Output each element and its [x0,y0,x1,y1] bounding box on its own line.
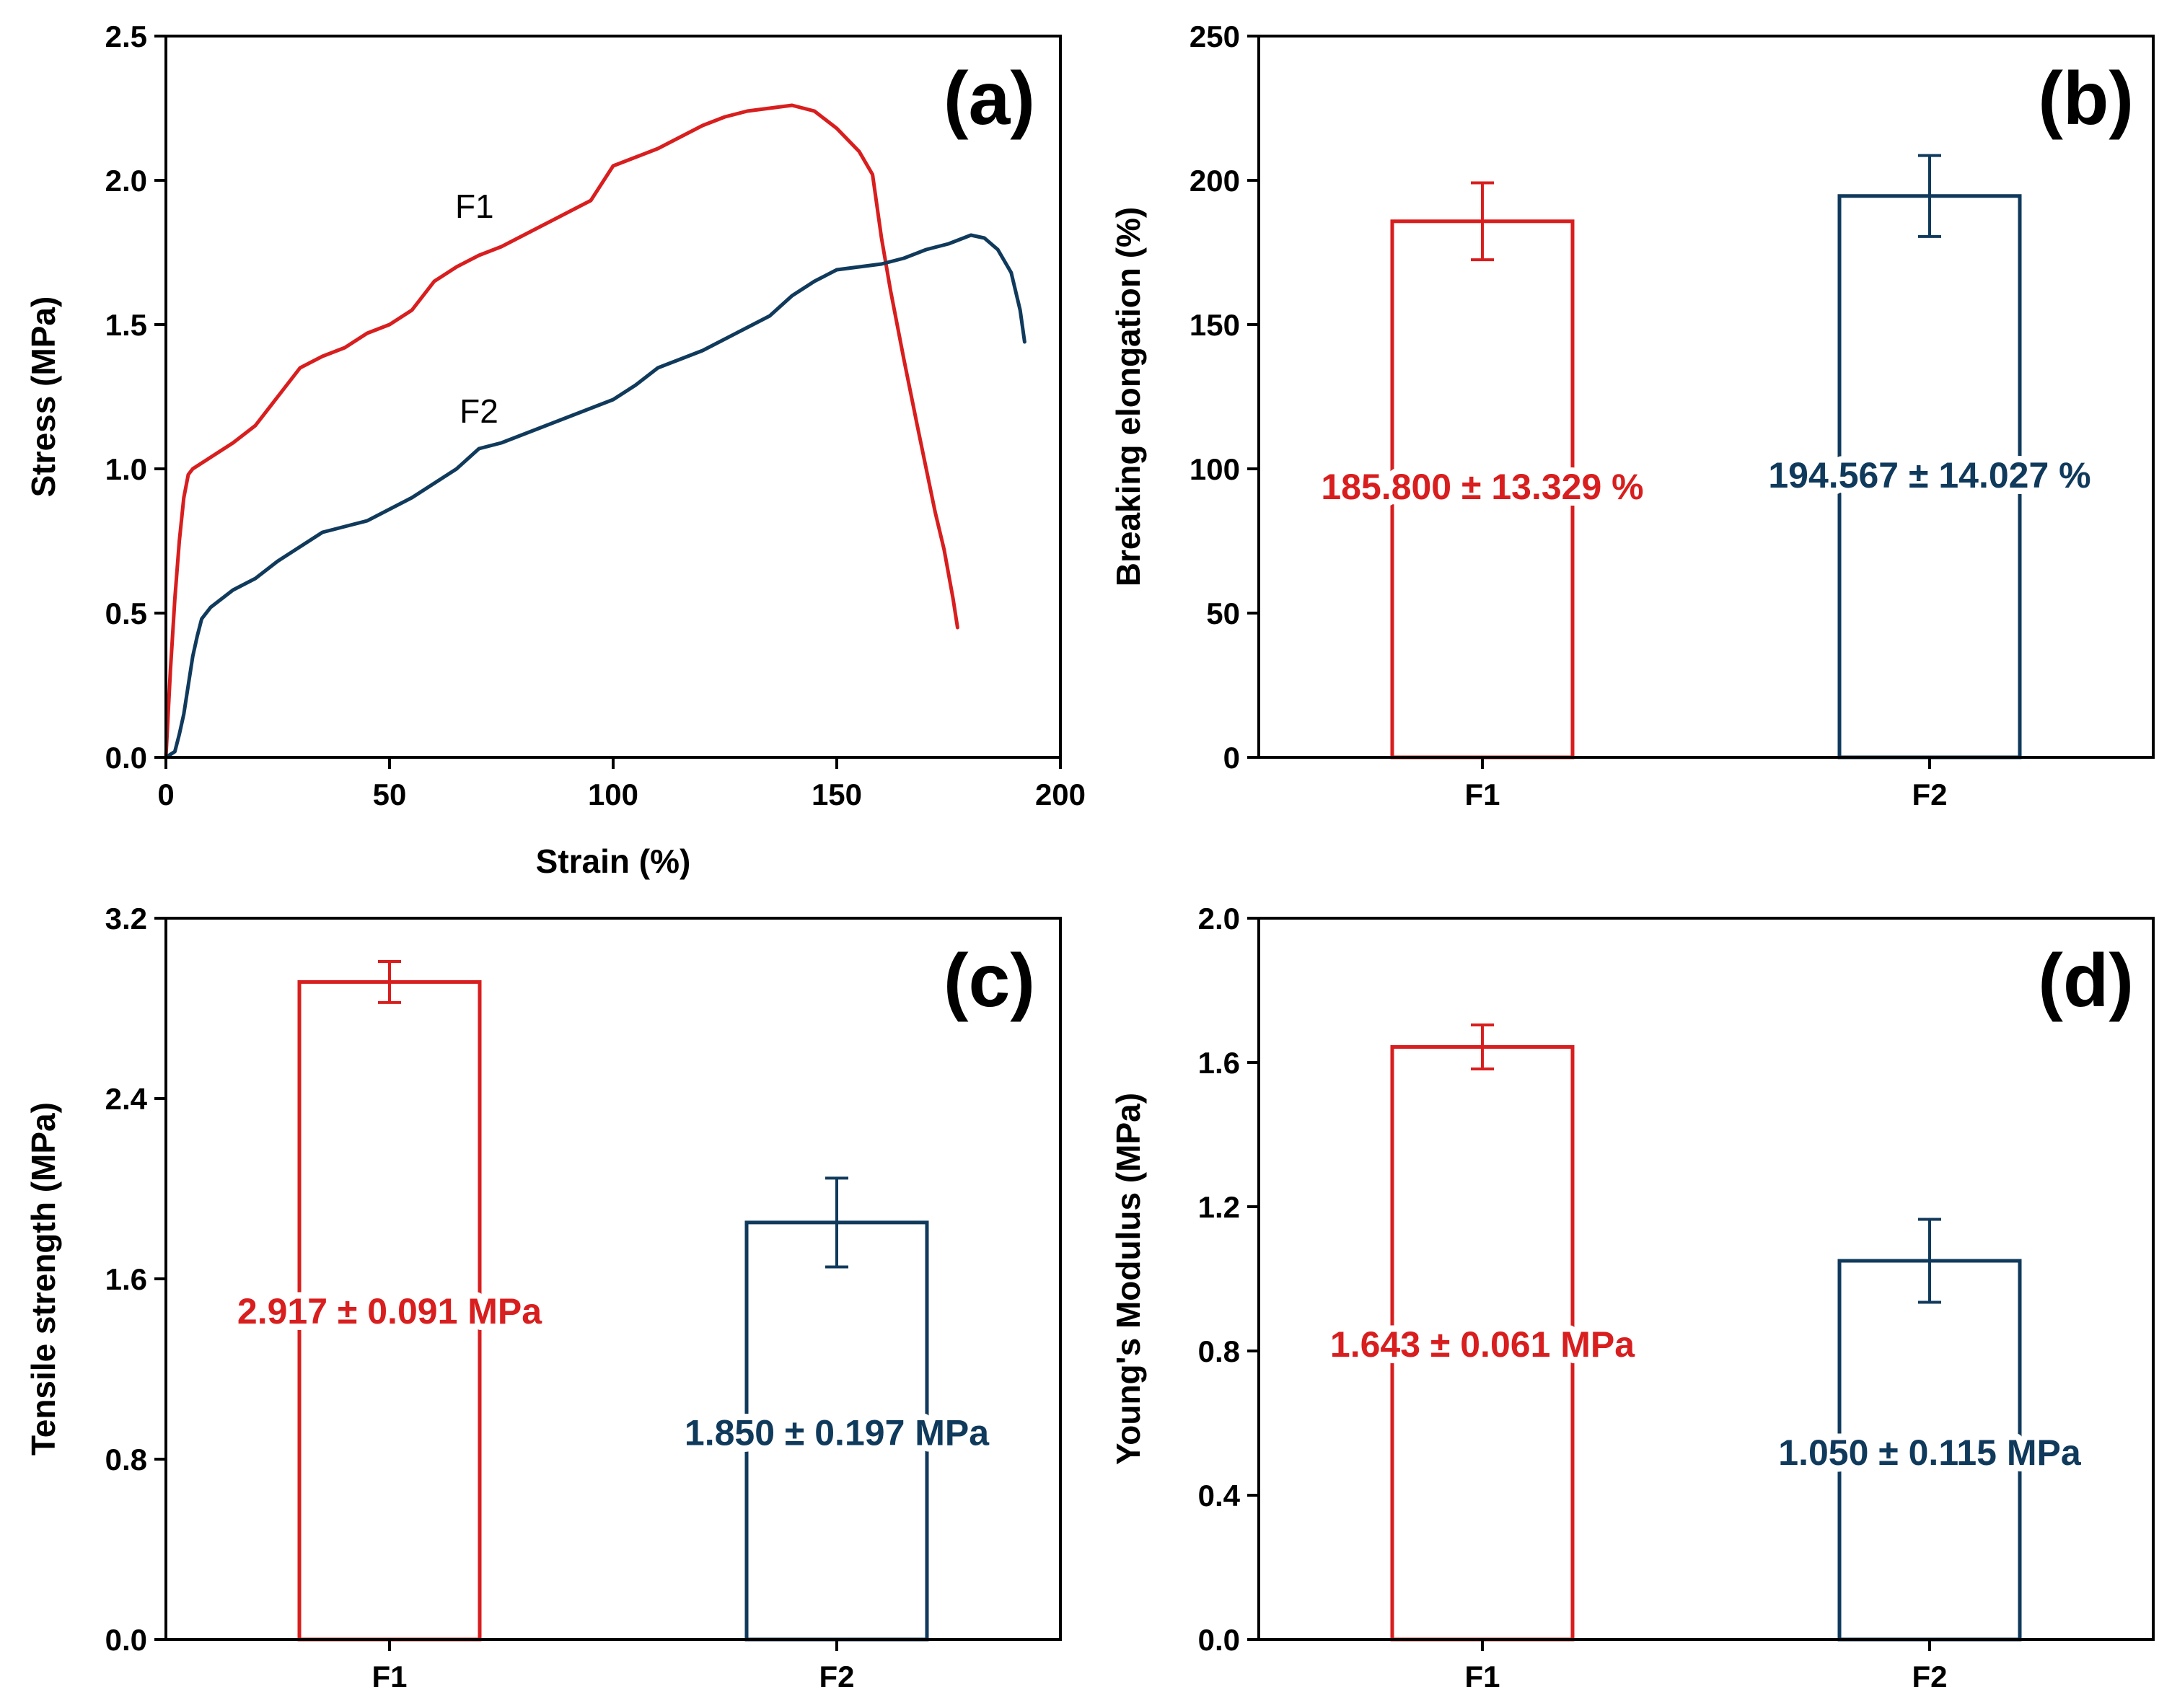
panel-a-x-axis-title: Strain (%) [536,842,691,880]
panel-a-y-tick-label: 0.0 [105,741,147,775]
panel-d-bar-f1 [1390,1045,1575,1642]
panel-c-y-tick-label: 3.2 [105,902,147,936]
panel-d-error-bar-f2 [1918,1218,1941,1304]
panel-d-y-axis: 0.0 0.4 0.8 1.2 1.6 2.0 [1198,902,1259,1657]
panel-b-y-tick-label: 250 [1190,19,1240,53]
panel-a-series-f2-line [164,233,1026,760]
panel-a-label: (a) [944,57,1035,141]
panel-b-y-axis-title: Breaking elongation (%) [1109,207,1147,586]
panel-c-bars: 2.917 ± 0.091 MPa 1.850 ± 0.197 MPa [231,960,996,1642]
panel-d-y-tick-label: 0.4 [1198,1479,1241,1513]
panel-a-x-tick-label: 0 [157,778,174,811]
panel-c-y-tick-label: 2.4 [105,1082,148,1116]
panel-b-error-bar-f2 [1918,154,1941,238]
panel-b-x-tick-label: F2 [1912,778,1947,811]
panel-c-error-bar-f1 [378,960,401,1004]
panel-b-value-label-f2: 194.567 ± 14.027 % [1768,455,2090,496]
panel-c-y-axis-title: Tensile strength (MPa) [25,1102,62,1456]
panel-d-y-tick-label: 0.0 [1198,1623,1240,1657]
panel-c-bar-f2 [744,1220,929,1642]
panel-a-series-f2-label: F2 [460,392,498,430]
panel-b-plot-frame [1257,35,2155,759]
panel-a-y-tick-label: 0.5 [105,597,147,630]
panel-c-y-tick-label: 0.8 [105,1443,147,1476]
panel-d-label: (d) [2038,939,2134,1023]
panel-a-x-tick-label: 100 [588,778,638,811]
panel-a-series-f1-label: F1 [455,188,494,225]
panel-d-x-tick-label: F1 [1464,1660,1500,1694]
panel-b-error-bar-f1 [1471,181,1494,262]
panel-a-stress-strain: F1 F2 0.0 0.5 1.0 1.5 2.0 2.5 0 50 100 150 200 (a)… [25,19,1086,880]
panel-a-curves: F1 F2 [164,103,1026,760]
panel-d-y-tick-label: 2.0 [1198,902,1240,936]
panel-b-x-axis: F1 F2 [1464,757,1948,811]
panel-a-y-tick-label: 1.5 [105,308,147,342]
panel-d-y-axis-title: Young's Modulus (MPa) [1109,1093,1147,1465]
panel-b-y-axis: 0 50 100 150 200 250 [1190,19,1259,775]
panel-d-plot-frame [1257,917,2155,1641]
panel-c-y-axis: 0.0 0.8 1.6 2.4 3.2 [105,902,166,1657]
panel-a-y-axis: 0.0 0.5 1.0 1.5 2.0 2.5 [105,19,166,775]
panel-d-x-tick-label: F2 [1912,1660,1947,1694]
panel-a-y-tick-label: 1.0 [105,452,147,486]
panel-c-error-bar-f2 [825,1176,848,1269]
panel-c-label: (c) [944,939,1035,1023]
panel-a-x-axis: 0 50 100 150 200 [157,757,1086,811]
panel-b-y-tick-label: 150 [1190,308,1240,342]
panel-b-y-tick-label: 0 [1223,741,1240,775]
panel-d-y-tick-label: 1.2 [1198,1190,1240,1224]
panel-c-x-tick-label: F2 [819,1660,854,1694]
panel-a-x-tick-label: 150 [812,778,862,811]
panel-b-label: (b) [2038,57,2134,141]
panel-d-y-tick-label: 0.8 [1198,1334,1240,1368]
panel-a-y-tick-label: 2.0 [105,164,147,198]
panel-a-series-f1-line [164,103,959,760]
panel-c-value-label-f2: 1.850 ± 0.197 MPa [685,1413,990,1453]
panel-a-y-tick-label: 2.5 [105,19,147,53]
panel-b-bar-f1 [1390,219,1575,760]
panel-b-value-label-f1: 185.800 ± 13.329 % [1321,467,1643,507]
panel-c-y-tick-label: 0.0 [105,1623,147,1657]
panel-b-y-tick-label: 200 [1190,164,1240,198]
panel-c-x-tick-label: F1 [371,1660,407,1694]
panel-c-y-tick-label: 1.6 [105,1262,147,1296]
panel-d-value-label-f2: 1.050 ± 0.115 MPa [1778,1432,2082,1473]
panel-d-bars: 1.643 ± 0.061 MPa 1.050 ± 0.115 MPa [1324,1024,2088,1642]
panel-b-x-tick-label: F1 [1464,778,1500,811]
panel-d-value-label-f1: 1.643 ± 0.061 MPa [1330,1324,1635,1365]
panel-c-value-label-f1: 2.917 ± 0.091 MPa [237,1291,542,1331]
panel-d-y-tick-label: 1.6 [1198,1046,1240,1080]
panel-b-y-tick-label: 50 [1206,597,1240,630]
panel-b-y-tick-label: 100 [1190,452,1240,486]
panel-b-bars: 185.800 ± 13.329 % 194.567 ± 14.027 % [1314,154,2098,760]
panel-a-y-axis-title: Stress (MPa) [25,296,62,498]
panel-a-x-tick-label: 50 [373,778,407,811]
panel-d-error-bar-f1 [1471,1024,1494,1070]
panel-b-breaking-elongation: 185.800 ± 13.329 % 194.567 ± 14.027 % 0 50… [1109,19,2155,811]
panel-a-x-tick-label: 200 [1035,778,1086,811]
panel-b-bar-f2 [1837,194,2022,760]
panel-d-x-axis: F1 F2 [1464,1639,1948,1694]
panel-a-plot-frame [164,35,1062,759]
panel-c-bar-f1 [297,980,482,1642]
panel-c-x-axis: F1 F2 [371,1639,855,1694]
